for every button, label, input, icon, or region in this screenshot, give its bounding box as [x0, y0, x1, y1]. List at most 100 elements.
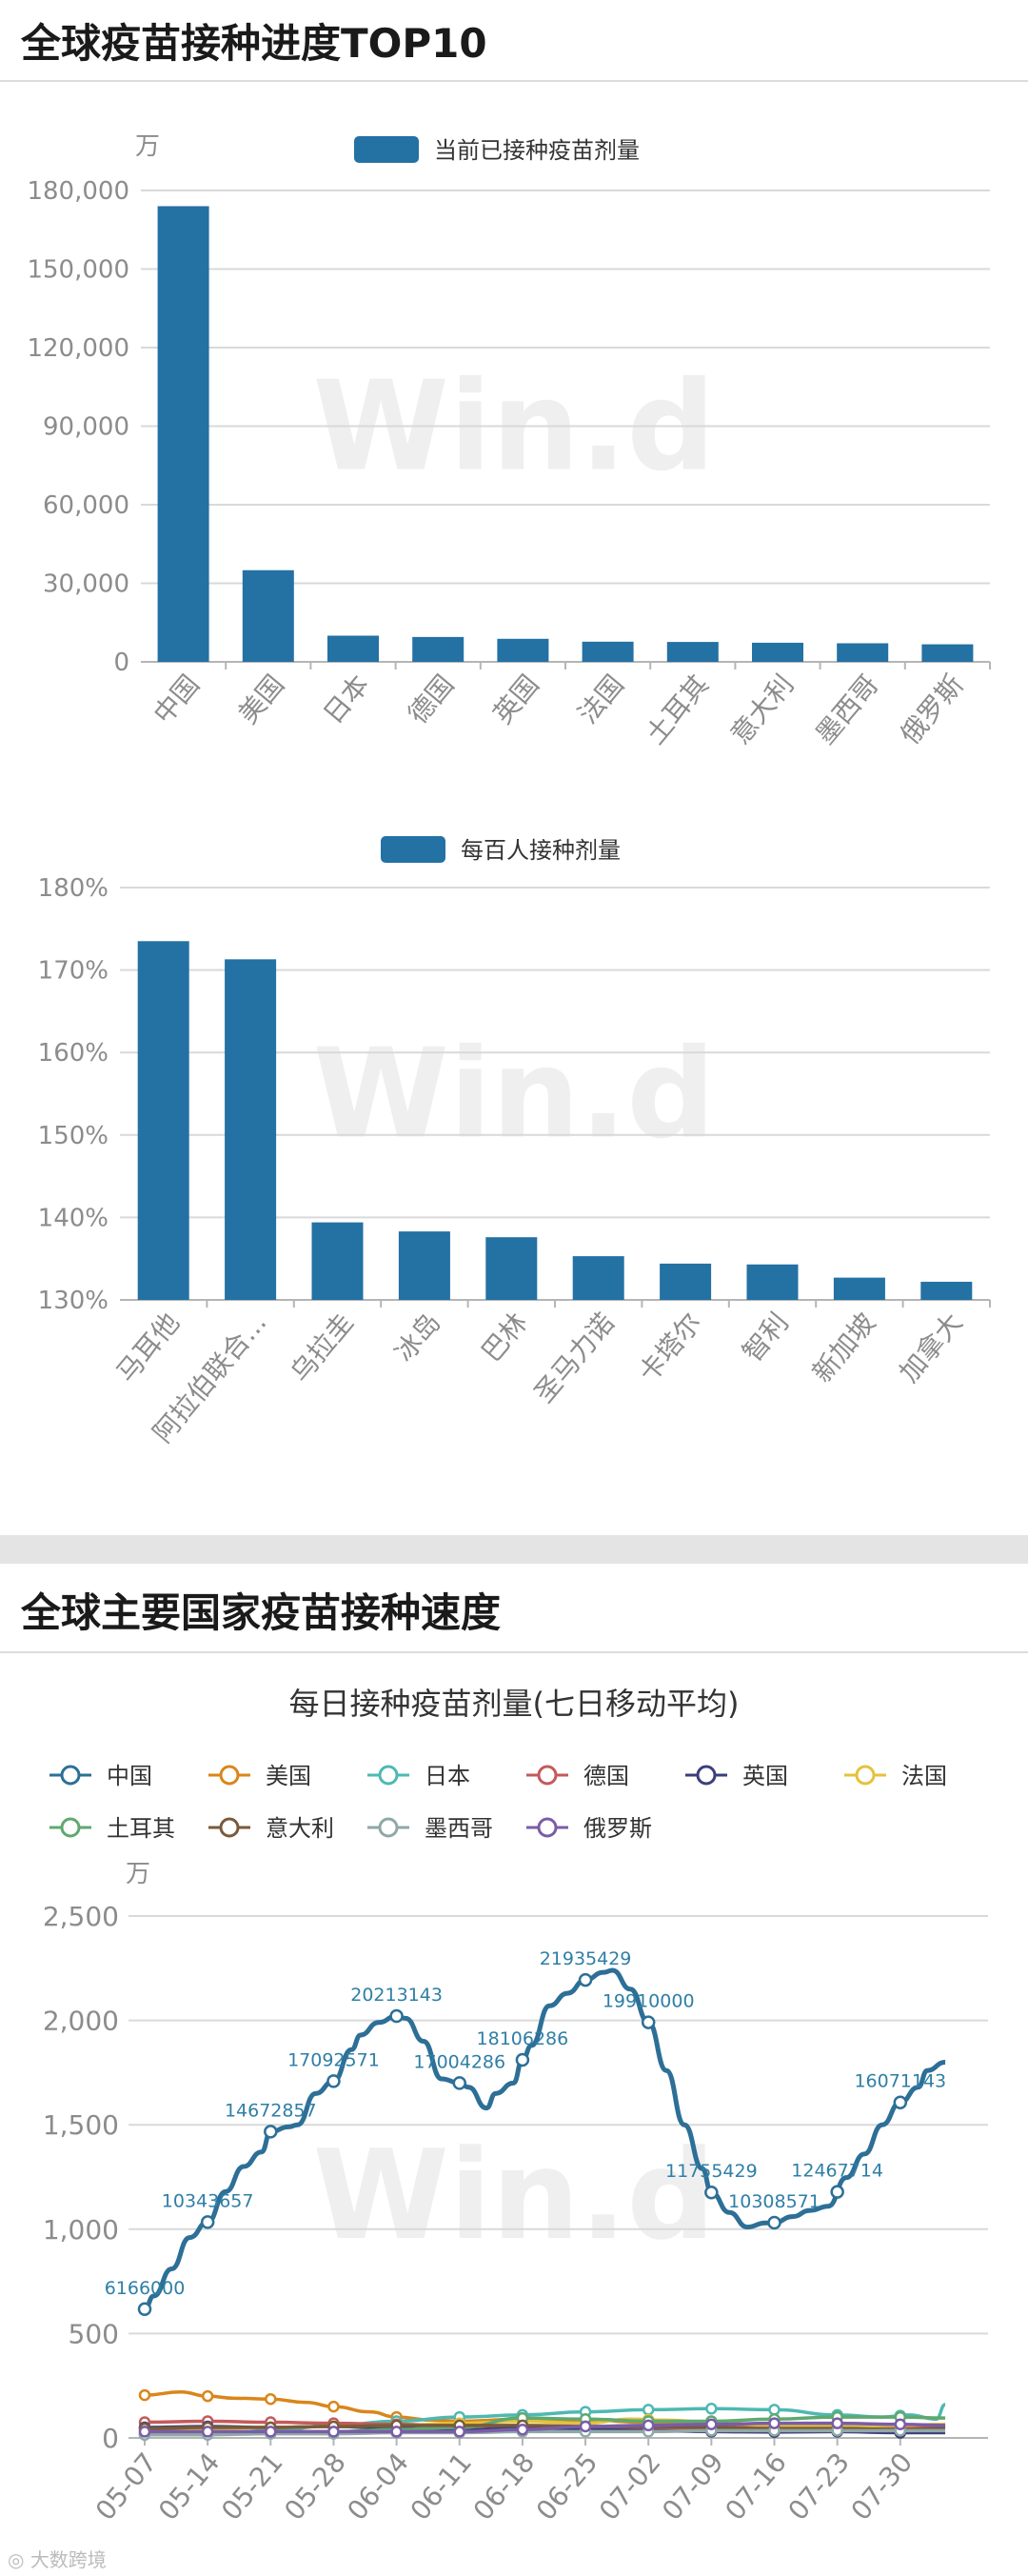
data-point — [641, 2015, 656, 2029]
y-tick-label: 0 — [113, 649, 129, 677]
x-category-label: 冰岛 — [388, 1307, 446, 1368]
data-point — [327, 2400, 340, 2413]
x-category-label: 意大利 — [724, 669, 800, 750]
data-label: 19910000 — [603, 1991, 695, 2012]
bar — [497, 638, 549, 662]
x-tick-label: 05-07 — [89, 2446, 164, 2526]
data-label: 16071143 — [854, 2071, 946, 2092]
data-point — [515, 2052, 530, 2067]
legend-swatch — [354, 136, 419, 163]
bar — [137, 941, 189, 1300]
legend-swatch — [381, 836, 445, 863]
bar — [242, 569, 294, 662]
x-category-label: 加拿大 — [893, 1307, 968, 1388]
data-label: 10308571 — [728, 2191, 820, 2212]
logo-icon: ◎ — [8, 2548, 30, 2571]
data-point — [264, 2125, 278, 2139]
data-point — [201, 2389, 214, 2403]
bar — [921, 644, 974, 662]
data-point — [768, 2404, 781, 2416]
chart-doses-per-hundred: Win.d130%140%150%160%170%180%每百人接种剂量马耳他阿… — [38, 836, 991, 1448]
legend-label: 德国 — [583, 1763, 629, 1789]
bar — [660, 1263, 712, 1300]
legend-marker — [378, 1765, 399, 1786]
data-label: 17004286 — [413, 2051, 505, 2072]
x-tick-label: 06-11 — [405, 2446, 479, 2526]
data-point — [327, 2426, 340, 2438]
x-category-label: 土耳其 — [640, 669, 715, 750]
legend-label: 俄罗斯 — [583, 1815, 652, 1842]
y-unit-label: 万 — [135, 132, 160, 161]
y-tick-label: 120,000 — [27, 334, 129, 363]
watermark-text: Win.d — [313, 1022, 716, 1167]
bar — [157, 206, 209, 662]
legend-marker — [537, 1765, 558, 1786]
legend-marker — [696, 1765, 717, 1786]
y-tick-label: 1,500 — [43, 2109, 119, 2141]
data-point — [893, 2095, 908, 2109]
legend-label: 墨西哥 — [425, 1815, 493, 1842]
x-tick-label: 05-21 — [215, 2446, 289, 2526]
x-tick-label: 07-23 — [781, 2446, 856, 2526]
section-top10-header: 全球疫苗接种进度TOP10 — [0, 0, 1028, 86]
x-category-label: 卡塔尔 — [632, 1307, 707, 1388]
y-tick-label: 150,000 — [27, 256, 129, 285]
x-tick-label: 05-14 — [152, 2446, 227, 2526]
legend-marker — [219, 1817, 240, 1838]
bar — [412, 636, 465, 662]
data-point — [705, 2418, 718, 2431]
legend-label: 美国 — [266, 1763, 311, 1789]
divider — [0, 80, 1028, 82]
y-unit-label: 万 — [126, 1860, 150, 1888]
legend-label: 每百人接种剂量 — [461, 837, 621, 864]
legend-marker — [60, 1765, 81, 1786]
x-category-label: 英国 — [486, 669, 544, 729]
section-title-top10: 全球疫苗接种进度TOP10 — [21, 20, 487, 67]
x-tick-label: 07-09 — [656, 2446, 730, 2526]
bar — [752, 642, 803, 662]
bar — [833, 1277, 885, 1300]
legend-label: 土耳其 — [107, 1815, 175, 1842]
legend-label: 英国 — [742, 1763, 788, 1789]
x-tick-label: 05-28 — [278, 2446, 352, 2526]
footer-logo: ◎ 大数跨境 — [8, 2545, 107, 2572]
y-tick-label: 170% — [38, 957, 109, 986]
data-label: 17092571 — [287, 2049, 380, 2070]
data-label: 12467714 — [791, 2161, 883, 2182]
section-title-speed: 全球主要国家疫苗接种速度 — [21, 1589, 502, 1636]
y-tick-label: 90,000 — [43, 413, 129, 442]
section-speed-header: 全球主要国家疫苗接种速度 — [0, 1564, 1028, 1655]
bar — [837, 643, 889, 662]
legend-label: 日本 — [425, 1763, 470, 1789]
data-point — [516, 2423, 529, 2436]
y-tick-label: 180,000 — [27, 177, 129, 206]
y-tick-label: 500 — [69, 2318, 119, 2349]
bar — [582, 641, 634, 662]
y-tick-label: 1,000 — [43, 2214, 119, 2246]
section-separator — [0, 1535, 1028, 1564]
legend-marker — [219, 1765, 240, 1786]
x-category-label: 日本 — [317, 669, 375, 729]
data-point — [831, 2417, 843, 2429]
x-tick-label: 07-02 — [593, 2446, 667, 2526]
data-label: 11755429 — [665, 2161, 758, 2182]
data-label: 10343657 — [162, 2190, 254, 2211]
data-point — [201, 2426, 214, 2438]
series-line — [144, 1967, 946, 2312]
data-point — [389, 2008, 404, 2024]
data-point — [138, 2388, 151, 2402]
bar — [311, 1222, 364, 1300]
bar — [327, 635, 379, 662]
legend-label: 当前已接种疫苗剂量 — [434, 137, 640, 164]
bar — [920, 1281, 973, 1300]
x-category-label: 墨西哥 — [809, 669, 884, 750]
data-point — [137, 2302, 152, 2317]
data-point — [200, 2215, 215, 2229]
y-tick-label: 60,000 — [43, 491, 129, 520]
footer-text: 大数跨境 — [30, 2548, 107, 2571]
legend-label: 中国 — [107, 1763, 152, 1789]
data-point — [138, 2426, 151, 2438]
x-category-label: 圣马力诺 — [528, 1307, 621, 1408]
x-category-label: 法国 — [572, 669, 630, 729]
data-point — [642, 2404, 655, 2416]
